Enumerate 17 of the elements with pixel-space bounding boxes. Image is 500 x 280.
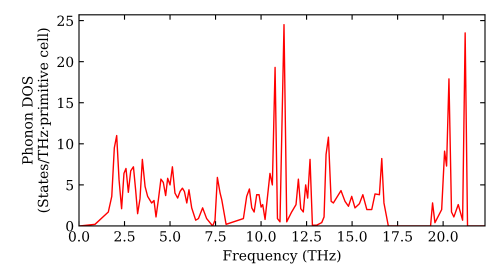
y-axis-title: Phonon DOS (States/THz·primitive cell) [22,28,51,212]
y-tick-label: 0 [66,220,74,232]
x-axis-title: Frequency (THz) [223,250,340,264]
x-tick-label: 0.0 [68,231,90,242]
x-tick-label: 17.5 [384,231,412,242]
x-tick-label: 12.5 [292,231,321,242]
x-tick-label: 2.5 [114,231,134,242]
x-tick-label: 5.0 [160,231,180,242]
x-tick-label: 7.5 [206,231,226,242]
y-tick-label: 15 [58,98,74,108]
y-tick-label: 25 [57,16,74,26]
x-tick-label: 20.0 [428,231,458,242]
y-tick-label: 5 [66,180,74,190]
y-tick-label: 10 [58,138,74,150]
x-tick-label: 10.0 [247,231,276,242]
x-tick-label: 15.0 [338,231,367,242]
y-tick-label: 20 [57,56,74,68]
